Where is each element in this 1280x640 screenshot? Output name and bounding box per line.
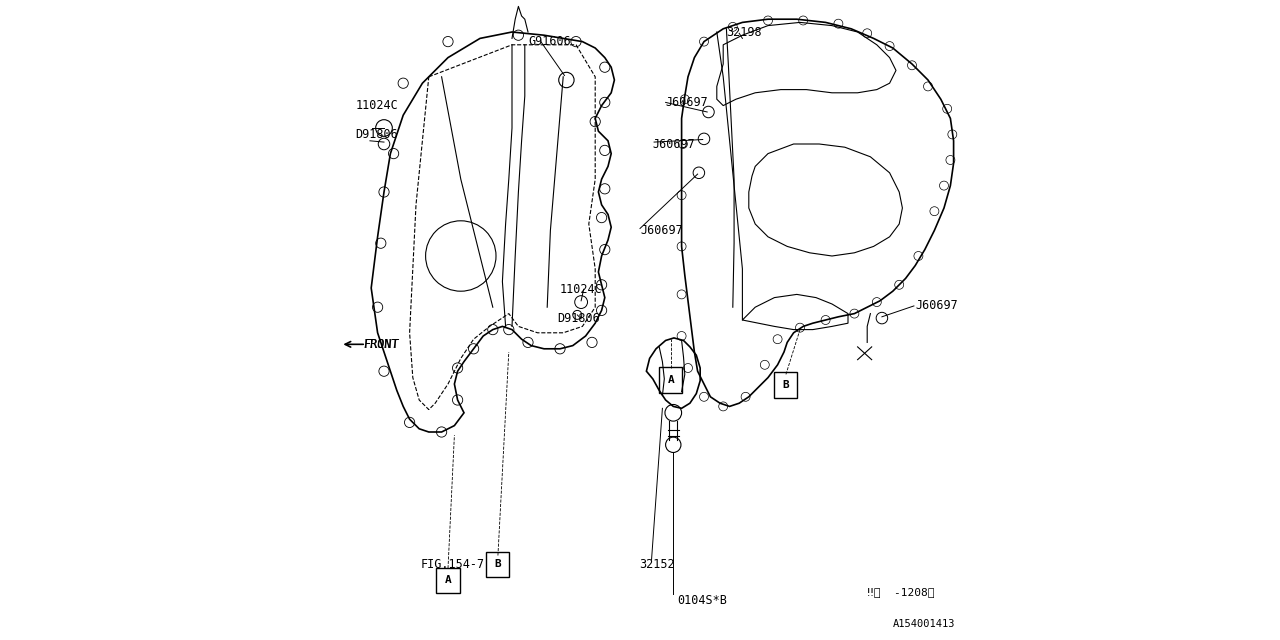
- Text: 32198: 32198: [727, 26, 762, 38]
- Text: J60697: J60697: [640, 224, 682, 237]
- Text: B: B: [494, 559, 502, 570]
- Text: A: A: [667, 375, 675, 385]
- Text: G91606: G91606: [529, 35, 571, 48]
- Text: FIG.154-7: FIG.154-7: [421, 558, 485, 571]
- Text: FRONT: FRONT: [364, 338, 399, 351]
- Text: 32152: 32152: [639, 558, 675, 571]
- Text: A: A: [444, 575, 452, 586]
- Text: ‼〈  -1208〉: ‼〈 -1208〉: [868, 587, 934, 597]
- Text: FRONT: FRONT: [364, 338, 399, 351]
- Text: D91806: D91806: [557, 312, 599, 325]
- Text: J60697: J60697: [666, 96, 708, 109]
- Text: 11024C: 11024C: [561, 283, 603, 296]
- Text: B: B: [782, 380, 790, 390]
- Text: D91806: D91806: [356, 128, 398, 141]
- Text: J60697: J60697: [915, 300, 957, 312]
- Text: 11024C: 11024C: [356, 99, 398, 112]
- Text: 0104S*B: 0104S*B: [677, 594, 727, 607]
- Text: J60697: J60697: [653, 138, 695, 150]
- Text: A154001413: A154001413: [893, 619, 955, 629]
